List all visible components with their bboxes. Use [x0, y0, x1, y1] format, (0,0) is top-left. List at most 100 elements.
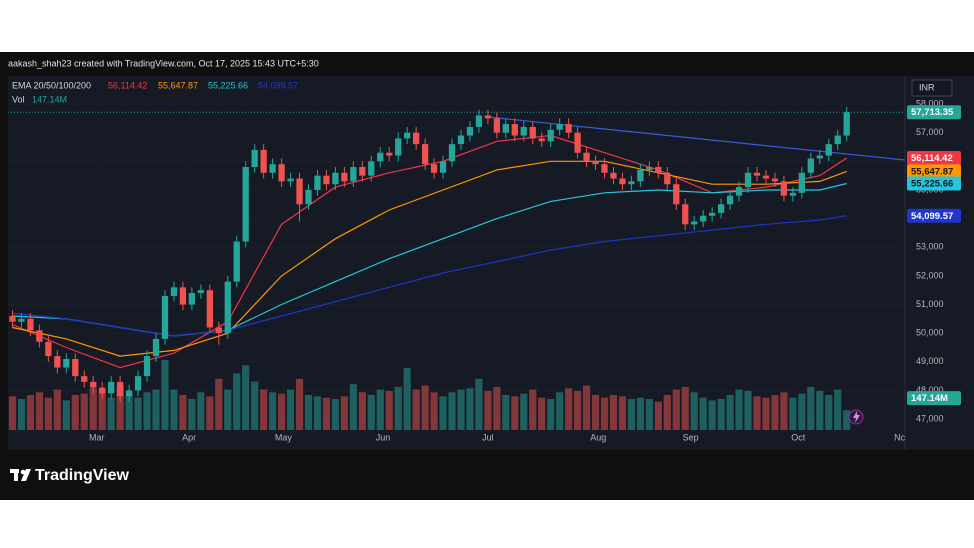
volume-bar [233, 373, 241, 430]
candle-body [673, 184, 680, 205]
volume-bar [834, 389, 842, 430]
volume-bar [251, 381, 259, 430]
volume-bar [762, 397, 770, 430]
volume-bar [582, 385, 591, 430]
x-tick-label: Sep [683, 432, 699, 442]
volume-bar [215, 378, 223, 430]
volume-bar [448, 392, 456, 430]
volume-bar [385, 390, 393, 430]
volume-bar [609, 394, 618, 430]
logo-part [21, 469, 31, 481]
volume-bar [753, 396, 761, 430]
volume-bar [520, 393, 528, 430]
attribution: aakash_shah23 created with TradingView.c… [8, 58, 319, 68]
volume-bar [125, 394, 133, 430]
candle-body [332, 172, 339, 185]
candle-body [655, 167, 662, 173]
volume-bar [188, 399, 196, 430]
candle-layer [9, 106, 850, 402]
volume-bar [98, 390, 106, 430]
candle-body [143, 356, 151, 377]
candle-body [269, 164, 276, 173]
candle-body [637, 169, 644, 182]
y-tick-label: 52,000 [916, 270, 944, 280]
volume-bar [269, 392, 277, 430]
candle-body [825, 144, 832, 156]
y-tick-label: 49,000 [916, 356, 944, 366]
volume-bar [556, 392, 564, 430]
grid [8, 76, 905, 430]
candle-body [628, 181, 635, 185]
volume-bar [726, 394, 734, 430]
candle-body [36, 330, 43, 342]
candle-body [188, 293, 196, 305]
y-tick-label: 48,000 [916, 385, 944, 395]
candle-body [287, 178, 294, 182]
volume-bar [116, 385, 124, 430]
volume-bar [403, 368, 411, 430]
candle-body [9, 315, 16, 322]
candle-body [493, 118, 501, 133]
candle-body [735, 187, 743, 196]
price-tag [907, 105, 961, 120]
candle-body [466, 126, 474, 136]
volume-bar [376, 389, 384, 430]
x-tick-label: Jul [482, 432, 494, 442]
candle-body [152, 338, 160, 357]
candle-body [726, 195, 734, 205]
volume-bar [224, 389, 232, 430]
candle-body [215, 327, 222, 334]
candle-body [556, 124, 563, 130]
candle-body [538, 138, 545, 142]
volume-bar [457, 389, 465, 430]
volume-bar [529, 389, 537, 430]
price-tag-label: 55,647.87 [911, 166, 953, 177]
candle-body [161, 295, 169, 339]
candle-body [108, 381, 115, 394]
volume-bar [286, 389, 295, 430]
volume-bar [591, 394, 600, 430]
volume-layer [8, 359, 851, 430]
candle-body [134, 376, 142, 391]
x-tick-label: Mar [89, 432, 105, 442]
candle-body [457, 135, 465, 145]
volume-bar [825, 394, 833, 430]
candle-body [341, 172, 348, 182]
candle-body [843, 112, 850, 136]
candle-body [81, 376, 88, 382]
candle-body [834, 135, 841, 145]
volume-bar [71, 394, 79, 430]
price-tag [907, 176, 961, 191]
volume-bar [421, 385, 429, 430]
legend-value: 55,647.87 [158, 80, 198, 90]
candle-body [197, 290, 204, 294]
legend-value: 56,114.42 [108, 80, 147, 90]
volume-bar [304, 394, 313, 430]
price-tag [907, 151, 961, 166]
volume-bar [511, 396, 519, 430]
candle-body [709, 212, 716, 216]
price-tag [907, 164, 961, 179]
candle-body [744, 172, 752, 188]
volume-bar [439, 396, 447, 430]
legend-value: 55,225.66 [208, 80, 248, 90]
price-axis: 47,000 48,000 49,000 50,000 51,000 52,000 53,0… [89, 98, 961, 442]
candle-body [430, 164, 438, 173]
volume-bar [143, 392, 151, 430]
candle-body [511, 124, 518, 136]
volume-bar [80, 393, 88, 430]
volume-name: Vol [12, 94, 25, 104]
volume-bar [53, 389, 61, 430]
volume-bar [636, 397, 644, 430]
candle-body [18, 318, 25, 322]
volume-bar [134, 397, 142, 430]
volume-bar [412, 389, 420, 430]
volume-value: 147.14M [32, 94, 67, 104]
candle-body [242, 167, 249, 242]
candle-body [771, 178, 779, 182]
candle-body [125, 390, 133, 397]
volume-bar [645, 399, 653, 430]
candle-body [664, 172, 671, 185]
candle-body [780, 181, 788, 196]
brand: TradingView [35, 467, 130, 484]
